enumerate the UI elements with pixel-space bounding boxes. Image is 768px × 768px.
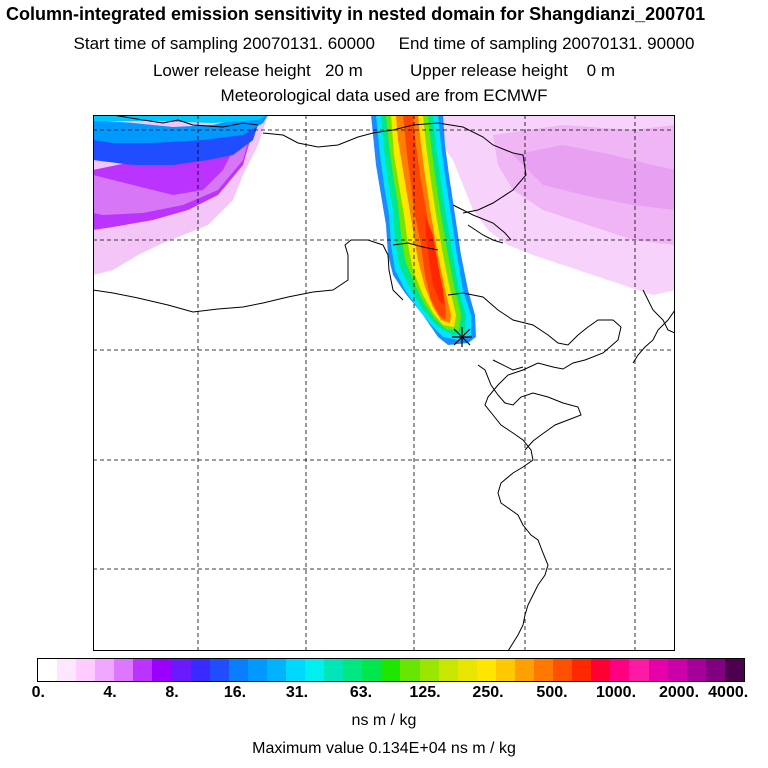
- sampling-time-label: Start time of sampling 20070131. 60000 E…: [73, 34, 695, 53]
- colorbar-segment: [324, 659, 344, 681]
- colorbar-segment: [171, 659, 191, 681]
- coastlines: [93, 115, 675, 651]
- map-frame: [93, 115, 675, 651]
- colorbar-segment: [362, 659, 382, 681]
- colorbar-segment: [190, 659, 210, 681]
- colorbar-tick-label: 4000.: [708, 684, 749, 701]
- footprint-plume: [371, 115, 476, 345]
- colorbar-segment: [514, 659, 535, 681]
- colorbar-segment: [534, 659, 554, 681]
- lat-lon-grid: [93, 115, 675, 651]
- colorbar-tick-label: 1000.: [595, 684, 637, 701]
- colorbar-segment: [438, 659, 458, 681]
- colorbar-tick-label: 16.: [223, 684, 247, 701]
- colorbar-segment: [133, 659, 153, 681]
- colorbar-segment: [76, 659, 96, 681]
- colorbar-segment: [724, 659, 744, 681]
- colorbar-segment: [667, 659, 687, 681]
- colorbar-segment: [476, 659, 496, 681]
- colorbar-segment: [209, 659, 229, 681]
- met-data-label: Meteorological data used are from ECMWF: [220, 86, 548, 105]
- colorbar-segment: [553, 659, 573, 681]
- colorbar-segment: [591, 659, 611, 681]
- colorbar-tick-label: 8.: [165, 684, 179, 701]
- colorbar-tick-label: 500.: [536, 684, 568, 701]
- colorbar-segment: [629, 659, 649, 681]
- colorbar-segment: [286, 659, 306, 681]
- colorbar-tick-label: 4.: [103, 684, 117, 701]
- colorbar-tick-label: 0.: [31, 684, 46, 701]
- colorbar-segment: [57, 659, 77, 681]
- colorbar-segment: [38, 659, 58, 681]
- colorbar-tick-label: 250.: [472, 684, 504, 701]
- colorbar-segment: [305, 659, 325, 681]
- colorbar-segment: [114, 659, 134, 681]
- ne-sensitivity-field: [393, 115, 675, 295]
- colorbar-segment: [705, 659, 725, 681]
- chart-title: Column-integrated emission sensitivity i…: [6, 4, 706, 24]
- colorbar-segment: [152, 659, 172, 681]
- release-height-label: Lower release height 20 m Upper release …: [152, 61, 616, 80]
- colorbar-segment: [247, 659, 267, 681]
- colorbar-segment: [648, 659, 668, 681]
- colorbar-segment: [228, 659, 248, 681]
- colorbar-segment: [686, 659, 706, 681]
- colorbar-segment: [572, 659, 592, 681]
- maximum-value-label: Maximum value 0.134E+04 ns m / kg: [252, 740, 516, 757]
- colorbar-tick-label: 31.: [285, 684, 309, 701]
- colorbar-segment: [495, 659, 515, 681]
- colorbar-tick-label: 63.: [349, 684, 373, 701]
- colorbar-segment: [266, 659, 287, 681]
- colorbar-unit-label: ns m / kg: [351, 712, 417, 729]
- colorbar-tick-label: 2000.: [658, 684, 700, 701]
- emission-sensitivity-map: [93, 115, 675, 651]
- colorbar-segment: [419, 659, 439, 681]
- receptor-star-icon: [452, 327, 472, 347]
- colorbar-segment: [400, 659, 420, 681]
- colorbar-segment: [343, 659, 363, 681]
- nw-sensitivity-field: [93, 115, 268, 275]
- colorbar-tick-label: 125.: [409, 684, 441, 701]
- colorbar: [37, 658, 745, 682]
- colorbar-segment: [381, 659, 401, 681]
- colorbar-segment: [610, 659, 630, 681]
- colorbar-segment: [95, 659, 115, 681]
- colorbar-segment: [457, 659, 477, 681]
